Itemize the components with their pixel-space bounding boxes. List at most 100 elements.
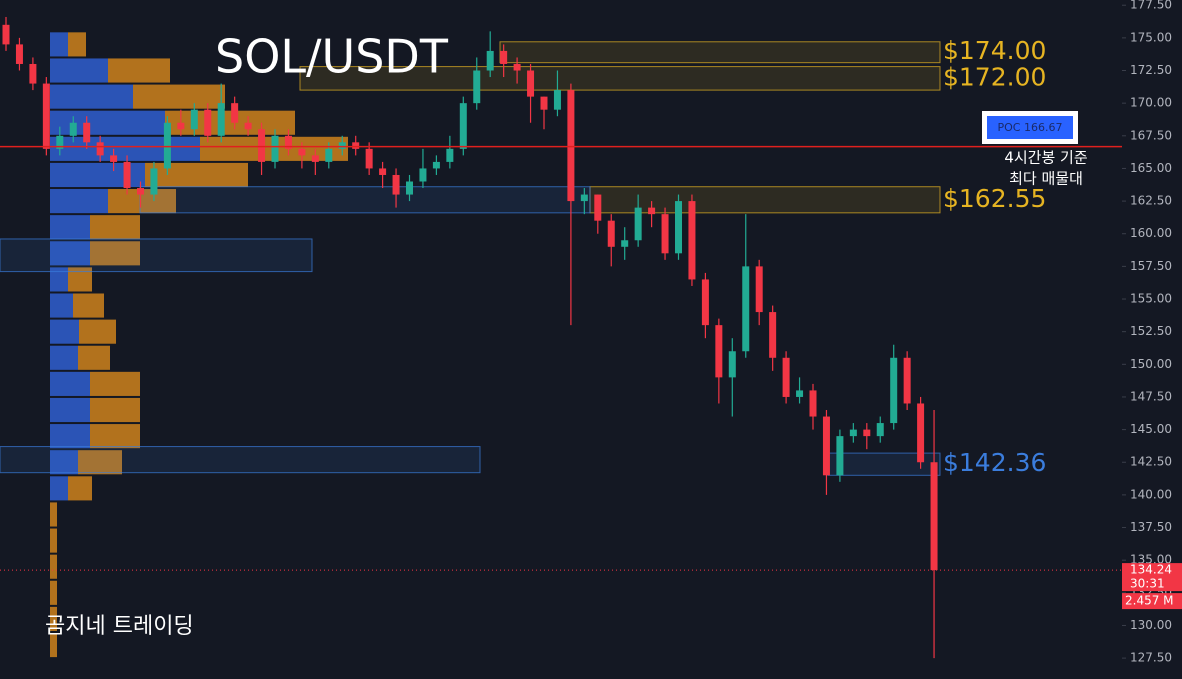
profile-sell-bar: [165, 110, 295, 135]
last-price-label: 134.24: [1130, 563, 1172, 577]
profile-sell-bar: [50, 580, 57, 605]
profile-buy-bar: [50, 136, 200, 161]
candle-body: [500, 50, 508, 64]
candle-body: [849, 429, 857, 437]
y-tick-label: 172.50: [1130, 63, 1172, 77]
profile-buy-bar: [50, 110, 165, 135]
candle-body: [917, 403, 925, 463]
candle-body: [258, 129, 266, 162]
profile-sell-bar: [50, 606, 57, 631]
candle-body: [527, 70, 535, 97]
profile-buy-bar: [50, 450, 78, 475]
candle-body: [244, 122, 252, 130]
candle-body: [675, 201, 682, 254]
candle-body: [419, 168, 427, 182]
candle-body: [177, 122, 185, 130]
candle-body: [567, 90, 575, 202]
zone-label: $172.00: [943, 62, 1046, 91]
candle-body: [688, 201, 696, 280]
profile-buy-bar: [50, 189, 108, 214]
y-tick-label: 145.00: [1130, 422, 1172, 436]
candle-body: [890, 357, 898, 424]
candle-body: [836, 436, 844, 476]
candle-body: [284, 135, 292, 149]
candle-body: [809, 390, 817, 417]
profile-sell-bar: [68, 476, 92, 501]
candle-body: [190, 109, 198, 130]
price-zone: [0, 446, 481, 474]
profile-buy-bar: [50, 32, 68, 57]
candle-body: [42, 83, 50, 149]
profile-sell-bar: [73, 293, 104, 318]
watermark: 곰지네 트레이딩: [45, 614, 194, 639]
candle-body: [621, 240, 629, 247]
candle-body: [728, 351, 736, 378]
zone-label: $142.36: [943, 448, 1046, 477]
candle-body: [150, 168, 158, 195]
y-tick-label: 167.50: [1130, 128, 1172, 142]
poc-note: 최다 매물대: [1009, 170, 1083, 188]
y-tick-label: 152.50: [1130, 324, 1172, 338]
profile-buy-bar: [50, 293, 73, 318]
profile-buy-bar: [50, 424, 90, 449]
candle-body: [715, 325, 723, 378]
profile-sell-bar: [79, 319, 116, 344]
candle-body: [352, 142, 360, 149]
profile-sell-bar: [50, 528, 57, 553]
y-tick-label: 165.00: [1130, 161, 1172, 175]
candle-body: [379, 168, 387, 175]
candle-body: [311, 155, 319, 162]
candle-body: [338, 142, 346, 149]
candle-body: [580, 194, 588, 202]
profile-sell-bar: [90, 371, 140, 396]
candle-body: [594, 194, 602, 221]
y-tick-label: 137.50: [1130, 520, 1172, 534]
candle-body: [163, 122, 171, 169]
profile-sell-bar: [90, 241, 140, 266]
price-zone: [499, 41, 941, 64]
profile-buy-bar: [50, 397, 90, 423]
candle-body: [540, 96, 548, 110]
profile-sell-bar: [50, 632, 57, 658]
price-zone: [0, 238, 313, 273]
price-axis: 177.50 175.00 172.50 170.00 167.50 165.00 162.…: [1122, 0, 1172, 665]
candle-body: [876, 423, 884, 437]
profile-buy-bar: [50, 241, 90, 266]
candle-body: [83, 122, 91, 143]
zone-label: $162.55: [943, 184, 1046, 213]
candle-body: [903, 357, 911, 404]
price-zone: [589, 186, 941, 214]
profile-sell-bar: [68, 32, 86, 57]
chart-title: SOL/USDT: [215, 30, 449, 84]
y-tick-label: 155.00: [1130, 292, 1172, 306]
candle-body: [796, 390, 804, 397]
candle-body: [365, 148, 373, 169]
y-tick-label: 130.00: [1130, 618, 1172, 632]
candle-body: [661, 214, 669, 254]
candle-body: [863, 429, 871, 437]
candle-body: [96, 142, 104, 156]
candle-body: [930, 462, 938, 571]
y-tick-label: 177.50: [1130, 0, 1172, 12]
y-tick-label: 162.50: [1130, 194, 1172, 208]
candle-body: [742, 266, 750, 352]
candle-body: [392, 174, 400, 195]
candle-body: [782, 357, 790, 397]
profile-sell-bar: [90, 397, 140, 423]
candle-body: [607, 220, 615, 247]
candle-body: [56, 135, 64, 149]
profile-sell-bar: [108, 58, 170, 83]
profile-sell-bar: [78, 450, 122, 475]
zone-label: $174.00: [943, 36, 1046, 65]
candle-body: [701, 279, 709, 326]
profile-buy-bar: [50, 162, 145, 188]
y-tick-label: 170.00: [1130, 96, 1172, 110]
y-tick-label: 160.00: [1130, 226, 1172, 240]
candle-body: [822, 416, 830, 476]
countdown-label: 30:31: [1130, 577, 1165, 591]
profile-buy-bar: [50, 345, 78, 370]
profile-buy-bar: [50, 215, 90, 240]
profile-sell-bar: [90, 424, 140, 449]
